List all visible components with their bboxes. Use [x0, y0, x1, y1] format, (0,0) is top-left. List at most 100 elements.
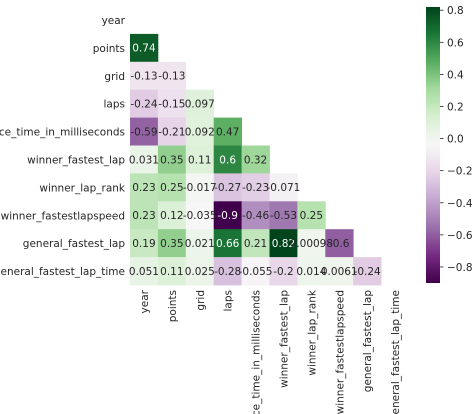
heatmap-cell [157, 117, 187, 146]
colorbar-tick-label: −0.2 [447, 166, 473, 178]
cell-value-label: -0.13 [158, 71, 185, 83]
heatmap-annotations: 0.74-0.13 -0.13-0.24 -0.15 0.097-0.59 -0.21 0… [129, 43, 381, 278]
cell-value-label: -0.46 [242, 210, 269, 222]
heatmap-cell [269, 257, 298, 286]
cell-value-label: -0.23 [242, 182, 269, 194]
heatmap-cell [130, 89, 159, 118]
heatmap-cell [130, 33, 159, 63]
heatmap-cell [213, 201, 242, 230]
heatmap-cell [241, 201, 270, 230]
cell-value-label: -0.59 [130, 126, 157, 138]
x-tick-label: winner_fastest_lap [278, 290, 290, 388]
x-tick-label: grid [195, 290, 207, 311]
cell-value-label: -0.21 [158, 126, 185, 138]
colorbar-tick-label: −0.8 [447, 262, 473, 274]
heatmap-cell [157, 201, 187, 230]
y-tick-label: winner_fastest_lap [27, 154, 125, 166]
heatmap-cell [241, 257, 270, 286]
cell-value-label: 0.32 [244, 154, 267, 166]
y-tick-label: winner_fastestlapspeed [1, 210, 125, 222]
heatmap-cell [130, 257, 159, 286]
heatmap-cell [185, 89, 215, 118]
cell-value-label: -0.071 [267, 182, 301, 194]
cell-value-label: 0.021 [185, 238, 215, 250]
cell-value-label: 0.0061 [321, 266, 358, 278]
colorbar-tick-label: 0.4 [447, 69, 464, 81]
y-tick-label: grid [104, 71, 125, 83]
heatmap-cell [269, 201, 298, 230]
cell-value-label: 0.097 [185, 98, 215, 110]
colorbar-tick-label: 0.8 [447, 5, 464, 17]
heatmap-cell [241, 229, 270, 258]
cell-value-label: -0.6 [329, 238, 350, 250]
cell-value-label: 0.11 [160, 266, 183, 278]
heatmap-cell [185, 173, 215, 202]
heatmap-cell [241, 145, 270, 174]
heatmap-cell [130, 229, 159, 258]
colorbar: 0.8 0.6 0.4 0.2 0.0 −0.2 −0.4 −0.6 −0.8 [426, 5, 473, 283]
heatmap-cell [157, 145, 187, 174]
cell-value-label: 0.25 [160, 182, 183, 194]
cell-value-label: 0.21 [244, 238, 267, 250]
cell-value-label: -0.27 [214, 182, 241, 194]
colorbar-tick-label: 0.0 [447, 134, 464, 146]
cell-value-label: -0.53 [270, 210, 297, 222]
cell-value-label: -0.13 [130, 71, 157, 83]
x-tick-label: winner_lap_rank [306, 289, 318, 376]
heatmap-cells [130, 33, 382, 286]
heatmap-cell [325, 229, 354, 258]
cell-value-label: 0.025 [185, 266, 215, 278]
y-tick-label: race_time_in_milliseconds [0, 127, 125, 139]
x-tick-label: year [139, 289, 151, 313]
heatmap-cell [130, 61, 159, 91]
cell-value-label: 0.031 [129, 154, 159, 166]
heatmap-cell [185, 145, 215, 174]
colorbar-tick-label: 0.2 [447, 101, 464, 113]
heatmap-cell [157, 89, 187, 118]
cell-value-label: 0.092 [185, 126, 215, 138]
cell-value-label: 0.12 [160, 210, 183, 222]
cell-value-label: 0.35 [160, 154, 183, 166]
y-tick-label: points [93, 43, 125, 55]
heatmap-cell [157, 257, 187, 286]
heatmap-cell [185, 117, 215, 146]
cell-value-label: 0.35 [160, 238, 183, 250]
x-tick-label: race_time_in_milliseconds [251, 290, 263, 414]
x-tick-label: general_fastest_lap_time [390, 290, 402, 414]
x-tick-labels: year points grid laps race_time_in_milliseco… [139, 289, 402, 414]
heatmap-cell [185, 257, 215, 286]
heatmap-cell [185, 201, 215, 230]
x-tick-label: general_fastest_lap [362, 290, 374, 393]
cell-value-label: 0.47 [216, 126, 239, 138]
colorbar-tick-label: 0.6 [447, 37, 464, 49]
colorbar-tick-label: −0.4 [447, 198, 473, 210]
heatmap-cell [325, 257, 354, 286]
heatmap-cell [213, 145, 242, 174]
heatmap-cell [297, 229, 326, 258]
heatmap-cell [353, 257, 382, 286]
cell-value-label: 0.23 [132, 182, 155, 194]
heatmap-cell [130, 201, 159, 230]
heatmap-cell [269, 173, 298, 202]
y-tick-label: general_fastest_lap_time [0, 266, 125, 278]
heatmap-cell [269, 229, 298, 258]
cell-value-label: -0.055 [239, 266, 273, 278]
x-tick-label: points [167, 290, 179, 322]
cell-value-label: -0.017 [183, 182, 217, 194]
x-tick-label: winner_fastestlapspeed [334, 290, 346, 414]
heatmap-cell [130, 145, 159, 174]
cell-value-label: -0.15 [158, 98, 185, 110]
cell-value-label: -0.28 [214, 266, 241, 278]
cell-value-label: 0.82 [272, 238, 295, 250]
heatmap-cell [130, 117, 159, 146]
cell-value-label: -0.9 [217, 210, 238, 222]
cell-value-label: 0.6 [219, 154, 236, 166]
cell-value-label: 0.19 [132, 238, 155, 250]
cell-value-label: 0.00098 [290, 238, 333, 250]
y-tick-labels: year points grid laps race_time_in_milliseco… [0, 15, 126, 278]
y-tick-label: laps [104, 99, 126, 111]
cell-value-label: -0.24 [354, 266, 381, 278]
heatmap-cell [213, 173, 242, 202]
y-tick-label: winner_lap_rank [39, 182, 126, 194]
cell-value-label: 0.25 [300, 210, 323, 222]
